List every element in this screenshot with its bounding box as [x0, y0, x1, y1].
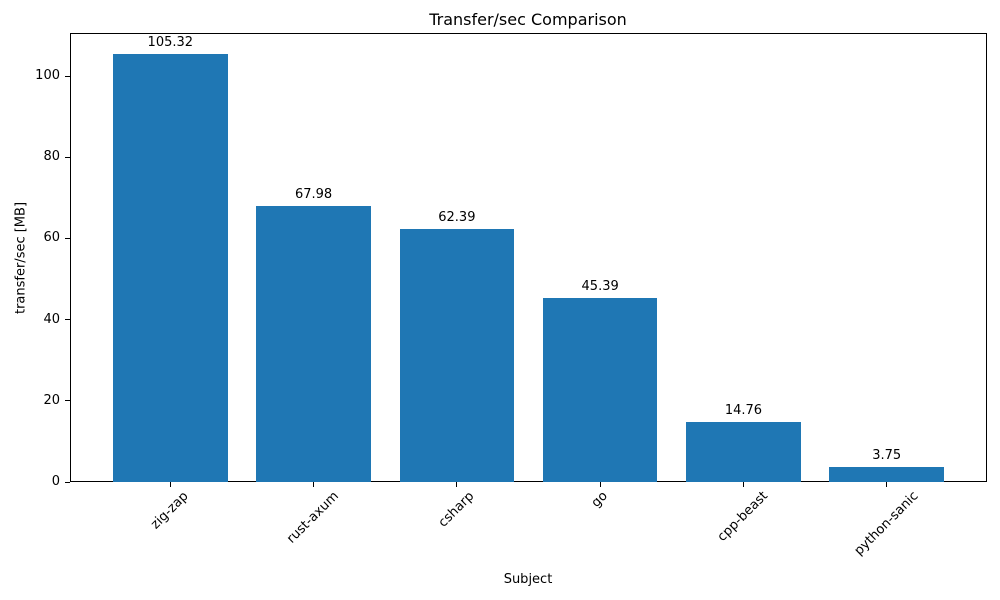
- y-tick: [65, 156, 70, 158]
- x-tick: [742, 482, 744, 487]
- x-tick: [599, 482, 601, 487]
- x-tick: [313, 482, 315, 487]
- x-tick-label: zig-zap: [148, 488, 192, 533]
- plot-area: 0 20 40 60 80 100 105.32 zig-zap 67.98 rust-axum 6…: [35, 33, 987, 559]
- y-tick-label: 0: [51, 474, 60, 489]
- x-tick-label: go: [588, 488, 611, 511]
- chart-title: Transfer/sec Comparison: [429, 10, 627, 29]
- x-tick-label: csharp: [435, 489, 478, 531]
- bar: [686, 422, 801, 482]
- bar-value-label: 3.75: [872, 447, 902, 463]
- y-tick: [65, 400, 70, 402]
- y-axis-label: transfer/sec [MB]: [13, 201, 29, 315]
- y-tick-label: 80: [43, 149, 60, 165]
- x-tick: [169, 482, 171, 487]
- x-axis-label: Subject: [503, 572, 553, 587]
- bar: [542, 297, 658, 482]
- bar: [829, 466, 945, 482]
- y-tick: [65, 481, 70, 483]
- x-tick: [886, 482, 888, 487]
- y-tick-label: 20: [43, 392, 60, 408]
- y-tick: [65, 319, 70, 321]
- bar: [399, 228, 515, 482]
- bar: [112, 54, 228, 482]
- x-tick-label: rust-axum: [284, 489, 342, 547]
- y-tick-label: 40: [43, 311, 60, 327]
- bar-value-label: 105.32: [147, 35, 194, 51]
- x-tick-label: python-sanic: [851, 489, 922, 559]
- y-tick-label: 60: [43, 230, 60, 246]
- x-tick-label: cpp-beast: [715, 488, 772, 546]
- bar-value-label: 14.76: [724, 403, 763, 419]
- bar-value-label: 62.39: [438, 209, 476, 225]
- y-tick: [65, 237, 70, 239]
- bar-value-label: 67.98: [294, 187, 333, 203]
- bar-value-label: 45.39: [581, 278, 619, 294]
- y-tick: [65, 75, 70, 77]
- x-tick: [456, 482, 458, 487]
- y-tick-label: 100: [35, 68, 60, 84]
- bar: [256, 206, 371, 482]
